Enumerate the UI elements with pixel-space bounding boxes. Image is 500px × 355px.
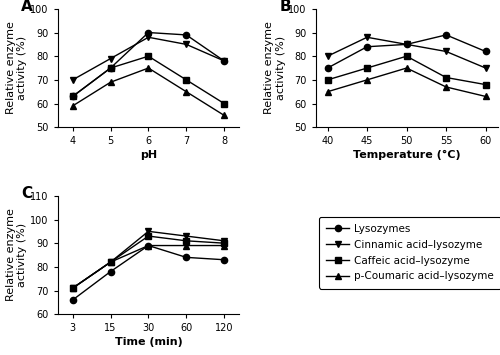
X-axis label: pH: pH [140, 151, 157, 160]
Y-axis label: Relative enzyme
activity (%): Relative enzyme activity (%) [6, 209, 28, 301]
Text: B: B [280, 0, 291, 15]
X-axis label: Time (min): Time (min) [114, 337, 182, 348]
Text: C: C [21, 186, 32, 201]
X-axis label: Temperature (°C): Temperature (°C) [353, 151, 461, 160]
Text: A: A [21, 0, 33, 15]
Y-axis label: Relative enzyme
activity (%): Relative enzyme activity (%) [6, 22, 28, 114]
Y-axis label: Relative enzyme
activity (%): Relative enzyme activity (%) [264, 22, 285, 114]
Legend: Lysozymes, Cinnamic acid–lysozyme, Caffeic acid–lysozyme, p-Coumaric acid–lysozy: Lysozymes, Cinnamic acid–lysozyme, Caffe… [319, 217, 500, 289]
